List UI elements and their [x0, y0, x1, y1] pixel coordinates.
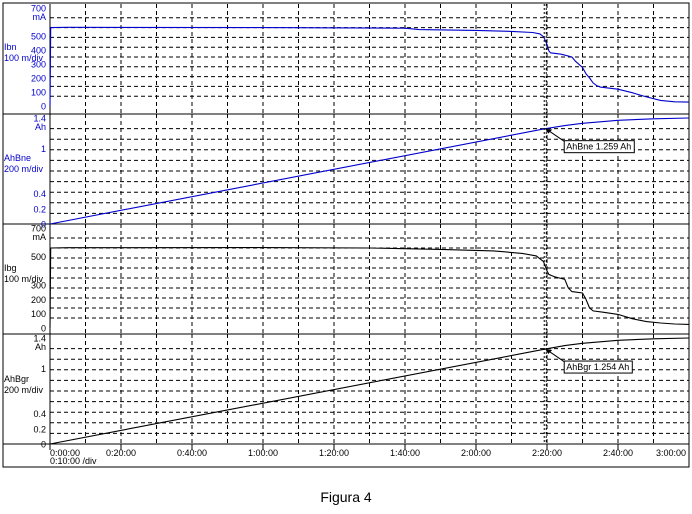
series-line: [49, 117, 690, 225]
y-tick-label: 300: [31, 60, 46, 70]
x-scale-label: 0:10:00 /div: [50, 456, 97, 466]
y-tick-label: 1.4: [33, 114, 46, 124]
x-tick-label: 0:20:00: [106, 448, 136, 458]
y-tick-label: 700: [31, 4, 46, 14]
channel-name-label: AhBne: [4, 153, 31, 163]
time-axis: 0:00:00 0:20:00 0:40:00 1:00:00 1:20:00 1:40:…: [49, 444, 690, 466]
series-line: [49, 26, 690, 107]
y-tick-label: 500: [31, 252, 46, 262]
channel-name-label: AhBgr: [4, 374, 29, 384]
x-tick-label: 2:40:00: [603, 448, 633, 458]
y-tick-label: 0.4: [33, 189, 46, 199]
cursor-value-label: AhBgr 1.254 Ah: [566, 362, 629, 372]
y-tick-label: 0.2: [33, 204, 46, 214]
y-tick-label: 100: [31, 88, 46, 98]
channel-scale-label: 200 m/div: [4, 385, 44, 395]
channel-scale-label: 100 m/div: [4, 53, 44, 63]
y-tick-label: 500: [31, 32, 46, 42]
x-tick-label: 0:40:00: [177, 448, 207, 458]
y-tick-label: 200: [31, 74, 46, 84]
channel-name-label: Ibg: [4, 263, 17, 273]
channel-scale-label: 100 m/div: [4, 274, 44, 284]
unit-label: mA: [33, 232, 47, 242]
x-tick-label: 1:40:00: [390, 448, 420, 458]
y-tick-label: 0: [41, 220, 46, 230]
y-tick-label: 200: [31, 295, 46, 305]
y-tick-label: 1: [41, 144, 46, 154]
channel-scale-label: 200 m/div: [4, 164, 44, 174]
cursor-leader-line: [546, 129, 567, 144]
cursor-value-box: [563, 140, 635, 154]
channel-name-label: Ibn: [4, 42, 17, 52]
unit-label: Ah: [35, 122, 46, 132]
x-tick-label: 1:00:00: [248, 448, 278, 458]
y-tick-label: 0.4: [33, 409, 46, 419]
x-tick-label: 0:00:00: [50, 448, 80, 458]
cursor-arrowhead: [545, 128, 553, 134]
cursor-leader-line: [546, 349, 567, 364]
cursor-value-box: [563, 360, 633, 374]
x-tick-label: 2:00:00: [461, 448, 491, 458]
y-tick-label: 0: [41, 324, 46, 334]
y-tick-label: 0: [41, 440, 46, 450]
figure-caption: Figura 4: [320, 489, 372, 505]
y-tick-label: 0: [41, 102, 46, 112]
cursor-value-label: AhBne 1.259 Ah: [566, 142, 631, 152]
y-tick-label: 0.2: [33, 424, 46, 434]
unit-label: mA: [33, 12, 47, 22]
figure-frame: [2, 2, 690, 468]
x-tick-label: 1:20:00: [319, 448, 349, 458]
series-line: [49, 247, 690, 329]
y-tick-label: 700: [31, 224, 46, 234]
x-tick-label: 3:00:00: [656, 448, 686, 458]
y-tick-label: 1: [41, 364, 46, 374]
unit-label: Ah: [35, 342, 46, 352]
y-tick-label: 1.4: [33, 334, 46, 344]
x-tick-label: 2:20:00: [532, 448, 562, 458]
series-line: [49, 337, 690, 445]
y-tick-label: 300: [31, 281, 46, 291]
y-tick-label: 400: [31, 46, 46, 56]
y-tick-label: 100: [31, 309, 46, 319]
cursor-arrowhead: [545, 349, 553, 355]
